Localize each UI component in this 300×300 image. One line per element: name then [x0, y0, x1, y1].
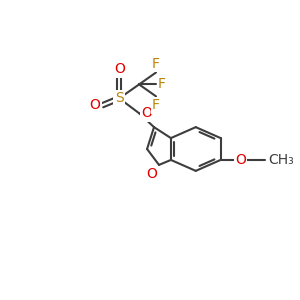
Text: O: O	[89, 98, 100, 112]
Text: S: S	[115, 91, 124, 105]
Text: CH₃: CH₃	[268, 153, 294, 167]
Text: F: F	[158, 77, 166, 92]
Text: O: O	[235, 153, 246, 167]
Text: O: O	[146, 167, 157, 181]
Text: F: F	[152, 98, 160, 112]
Text: O: O	[141, 106, 152, 120]
Text: O: O	[114, 62, 125, 76]
Text: F: F	[152, 56, 160, 70]
